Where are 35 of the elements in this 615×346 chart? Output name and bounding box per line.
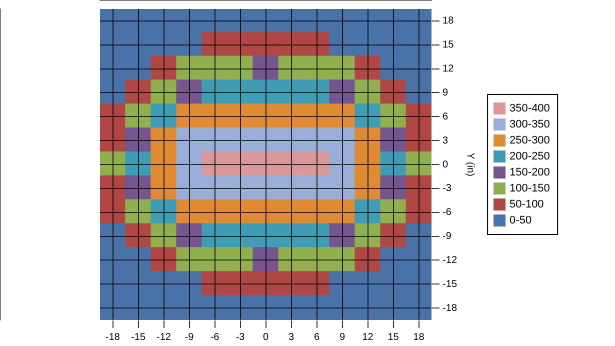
color-bar-label: 150-200	[510, 166, 550, 179]
x-tick-label: 15	[388, 332, 400, 343]
x-tick-label: -15	[131, 332, 146, 343]
color-bar-label: 0-50	[510, 214, 532, 227]
y-tick-label: 3	[442, 135, 449, 146]
x-tick-label: 6	[314, 332, 320, 343]
y-tick-label: -9	[442, 231, 452, 242]
x-tick-label: -18	[106, 332, 120, 343]
x-tick-label: -6	[210, 332, 220, 343]
x-tick-label: 18	[413, 332, 425, 343]
x-tick-label: -3	[236, 332, 246, 343]
x-tick-label: -12	[156, 332, 172, 343]
y-tick-label: -18	[442, 302, 458, 314]
y-tick-label: 15	[442, 40, 454, 51]
x-tick-label: 0	[262, 332, 269, 343]
y-tick-label: -15	[442, 278, 458, 290]
y-axis-title: Y (in)	[464, 152, 476, 176]
color-bar-label: 300-350	[510, 118, 550, 131]
color-bar-label: 250-300	[510, 134, 550, 147]
y-tick-label: 0	[442, 159, 449, 170]
x-tick-label: 3	[288, 332, 294, 343]
y-tick-label: -12	[442, 254, 458, 266]
color-bar-label: 50-100	[510, 198, 544, 211]
y-tick-label: 9	[442, 87, 449, 98]
color-bar-label: 350-400	[510, 102, 550, 115]
x-tick-label: -9	[184, 332, 194, 343]
y-tick-label: -6	[442, 207, 452, 218]
color-bar-label: 100-150	[510, 182, 550, 195]
y-tick-label: 18	[442, 16, 454, 27]
x-tick-label: 12	[362, 332, 374, 343]
y-tick-label: 12	[442, 64, 454, 75]
y-tick-label: -3	[442, 183, 452, 194]
y-tick-label: 6	[442, 111, 449, 122]
x-tick-label: 9	[340, 332, 346, 343]
color-bar-label: 200-250	[510, 150, 550, 163]
